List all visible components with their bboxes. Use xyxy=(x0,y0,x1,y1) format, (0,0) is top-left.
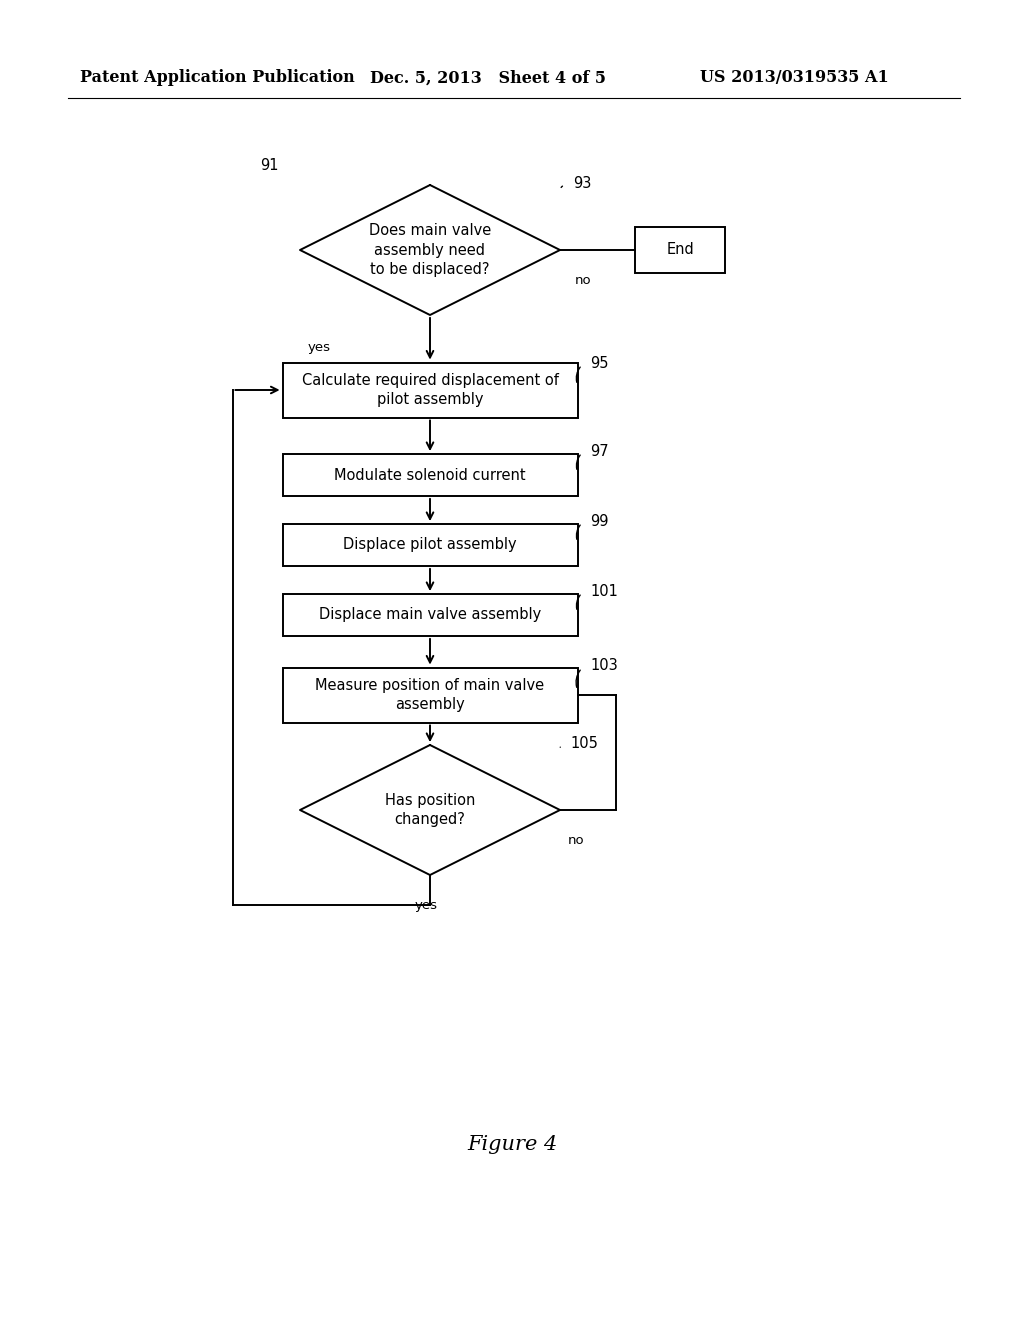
FancyArrowPatch shape xyxy=(577,595,581,610)
Text: Has position
changed?: Has position changed? xyxy=(385,792,475,828)
Bar xyxy=(283,594,578,636)
Text: Patent Application Publication: Patent Application Publication xyxy=(80,70,354,87)
Text: Does main valve
assembly need
to be displaced?: Does main valve assembly need to be disp… xyxy=(369,223,492,277)
FancyArrowPatch shape xyxy=(577,671,581,688)
Text: no: no xyxy=(575,273,592,286)
Text: Displace main valve assembly: Displace main valve assembly xyxy=(318,607,541,623)
Bar xyxy=(283,524,578,566)
Text: 91: 91 xyxy=(260,157,279,173)
Text: no: no xyxy=(568,833,585,846)
Text: 93: 93 xyxy=(573,176,592,190)
Text: 101: 101 xyxy=(590,583,617,598)
Text: Calculate required displacement of
pilot assembly: Calculate required displacement of pilot… xyxy=(301,372,558,408)
FancyArrowPatch shape xyxy=(577,525,581,540)
Text: 99: 99 xyxy=(590,513,608,528)
FancyArrowPatch shape xyxy=(561,186,562,187)
Text: 105: 105 xyxy=(570,735,598,751)
Text: Displace pilot assembly: Displace pilot assembly xyxy=(343,537,517,553)
Text: 97: 97 xyxy=(590,444,608,458)
Text: US 2013/0319535 A1: US 2013/0319535 A1 xyxy=(700,70,889,87)
Bar xyxy=(283,668,578,722)
Text: Dec. 5, 2013   Sheet 4 of 5: Dec. 5, 2013 Sheet 4 of 5 xyxy=(370,70,606,87)
Text: Measure position of main valve
assembly: Measure position of main valve assembly xyxy=(315,677,545,713)
Text: 95: 95 xyxy=(590,355,608,371)
Bar xyxy=(635,227,725,273)
Bar xyxy=(283,454,578,496)
Text: Figure 4: Figure 4 xyxy=(467,1135,557,1155)
Text: End: End xyxy=(667,243,694,257)
FancyArrowPatch shape xyxy=(577,455,581,470)
Text: yes: yes xyxy=(308,342,331,355)
Text: Modulate solenoid current: Modulate solenoid current xyxy=(334,467,525,483)
Bar xyxy=(283,363,578,417)
Text: 103: 103 xyxy=(590,659,617,673)
Text: yes: yes xyxy=(415,899,438,912)
FancyArrowPatch shape xyxy=(577,367,581,383)
